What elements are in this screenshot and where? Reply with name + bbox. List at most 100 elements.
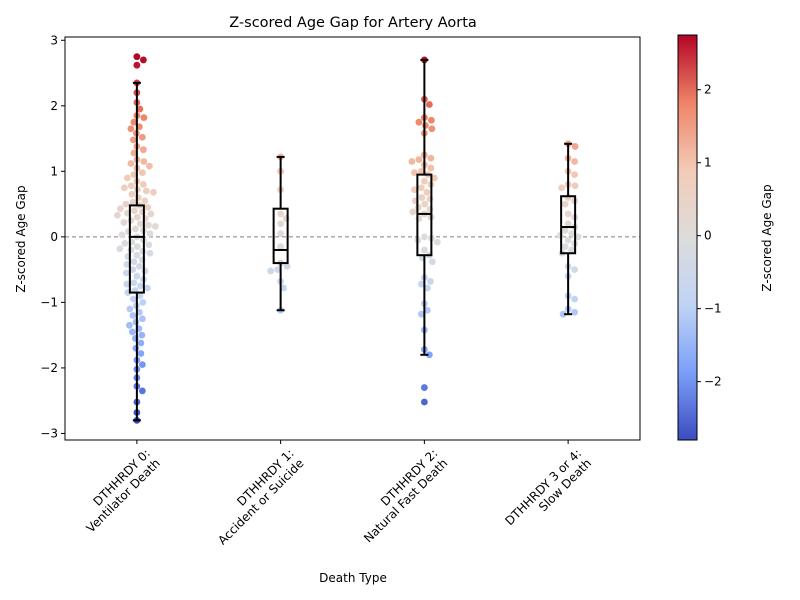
data-point: [561, 226, 569, 234]
data-point: [141, 197, 149, 205]
data-point: [426, 278, 434, 285]
y-tick-label: 3: [50, 33, 58, 47]
data-point: [280, 284, 288, 292]
data-point: [123, 260, 131, 268]
y-tick-label: 1: [50, 164, 58, 178]
data-point: [277, 243, 285, 251]
data-point: [136, 282, 144, 290]
data-point: [410, 186, 418, 194]
data-point: [130, 118, 138, 126]
data-point: [571, 295, 579, 303]
data-point: [145, 241, 153, 249]
data-point: [423, 188, 431, 196]
data-point: [127, 217, 135, 224]
data-point: [147, 210, 155, 218]
data-point: [561, 243, 569, 251]
data-point: [415, 156, 423, 163]
data-point: [423, 306, 431, 314]
data-point: [558, 184, 566, 192]
data-point: [116, 205, 124, 213]
data-point: [151, 222, 159, 230]
data-point: [409, 208, 417, 216]
data-point: [133, 213, 141, 221]
iqr-box: [128, 204, 145, 294]
data-point: [120, 184, 128, 192]
colorbar-tick-label: −2: [704, 375, 722, 389]
data-point: [139, 146, 147, 154]
data-point: [118, 231, 126, 239]
data-point: [144, 221, 152, 229]
data-point: [130, 258, 138, 266]
data-point: [140, 158, 148, 165]
data-point: [417, 167, 425, 175]
data-point: [428, 258, 436, 266]
data-point: [136, 105, 144, 113]
data-point: [267, 267, 275, 275]
data-point: [418, 194, 426, 201]
iqr-box: [560, 195, 577, 255]
data-point: [121, 240, 129, 247]
data-point: [564, 220, 572, 228]
data-point: [130, 171, 138, 179]
data-point: [129, 312, 137, 319]
data-point: [568, 246, 576, 254]
data-point: [139, 298, 147, 306]
plot-area: [65, 53, 640, 424]
data-point: [130, 207, 138, 215]
data-point: [410, 169, 418, 177]
data-point: [113, 211, 121, 219]
category-group: [556, 140, 582, 318]
y-tick-label: −3: [40, 426, 58, 440]
data-point: [122, 200, 130, 208]
data-point: [568, 230, 576, 237]
data-point: [561, 200, 569, 208]
data-point: [423, 284, 431, 292]
data-point: [123, 174, 131, 182]
data-point: [130, 149, 138, 157]
data-point: [136, 292, 144, 300]
data-point: [125, 321, 133, 329]
data-point: [129, 295, 137, 303]
data-point: [138, 169, 146, 177]
x-axis-label: Death Type: [319, 571, 387, 585]
data-point: [128, 190, 136, 198]
data-point: [149, 188, 157, 196]
data-point: [277, 230, 285, 237]
data-point: [274, 266, 282, 274]
data-point: [421, 200, 429, 208]
data-point: [427, 154, 435, 162]
data-point: [571, 266, 579, 274]
data-point: [133, 61, 141, 69]
data-point: [564, 236, 572, 244]
y-tick-label: 2: [50, 99, 58, 113]
data-point: [571, 158, 579, 165]
data-point: [128, 328, 136, 336]
data-point: [420, 398, 428, 406]
data-point: [420, 177, 428, 185]
data-point: [138, 331, 146, 339]
y-tick-label: −2: [40, 361, 58, 375]
data-point: [420, 384, 428, 391]
data-point: [144, 203, 152, 211]
x-tick-label-line: Accident or Suicide: [215, 456, 306, 547]
data-point: [421, 122, 429, 129]
data-point: [138, 133, 146, 141]
data-point: [433, 238, 441, 246]
colorbar-tick-label: −1: [704, 302, 722, 316]
data-point: [420, 233, 428, 241]
x-tick-label: DTHHRDY 1:Accident or Suicide: [205, 446, 306, 547]
category-group: [113, 53, 159, 424]
data-point: [417, 280, 425, 288]
data-point: [138, 387, 146, 395]
y-tick-label: −1: [40, 295, 58, 309]
data-point: [140, 114, 148, 121]
data-point: [430, 174, 438, 182]
data-point: [127, 182, 135, 190]
y-tick-label: 0: [50, 230, 58, 244]
data-point: [559, 310, 567, 318]
data-point: [120, 219, 128, 226]
colorbar: −2 −1 0 1 2: [677, 34, 722, 441]
data-point: [130, 279, 138, 287]
data-point: [425, 101, 433, 108]
colorbar-gradient: [677, 34, 698, 441]
